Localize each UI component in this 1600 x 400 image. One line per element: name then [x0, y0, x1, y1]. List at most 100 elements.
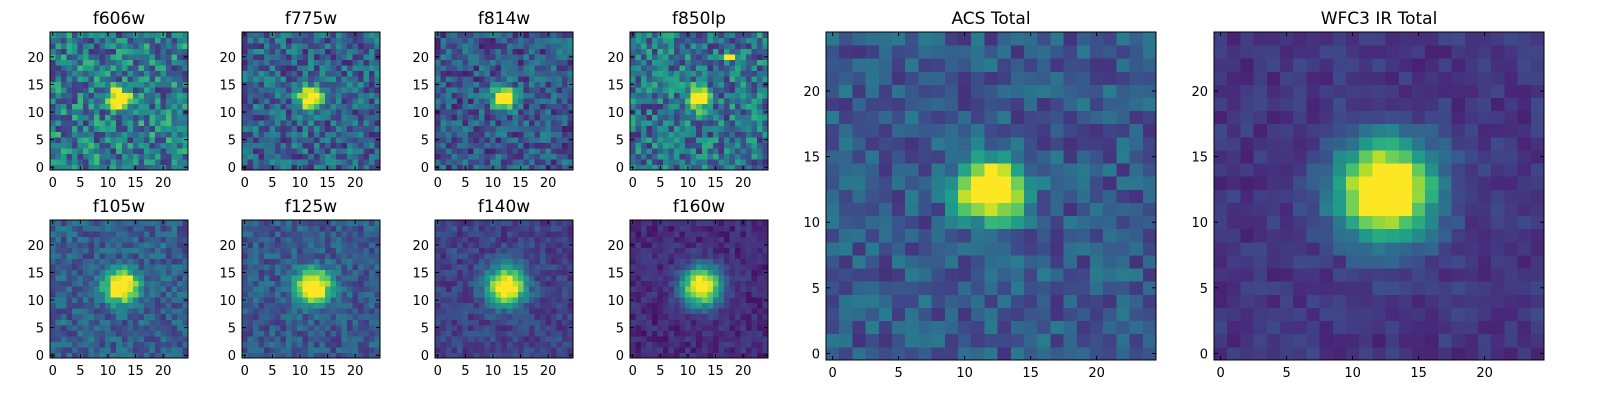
pixel-cell [132, 253, 139, 260]
panel-title: f606w [93, 9, 145, 29]
pixel-cell [668, 125, 675, 132]
pixel-cell [740, 43, 747, 49]
pixel-cell [165, 103, 172, 110]
pixel-cell [550, 147, 557, 154]
pixel-cell [154, 297, 161, 304]
pixel-cell [83, 324, 90, 331]
pixel-cell [550, 103, 557, 110]
pixel-cell [539, 87, 546, 94]
pixel-cell [105, 54, 112, 60]
pixel-cell [712, 308, 719, 315]
pixel-cell [517, 103, 524, 110]
pixel-cell [165, 87, 172, 94]
pixel-cell [363, 269, 370, 276]
pixel-cell [149, 43, 156, 49]
pixel-cell [641, 114, 647, 121]
pixel-cell [357, 103, 364, 110]
pixel-cell [484, 54, 491, 60]
pixel-cell [490, 103, 497, 110]
pixel-cell [94, 220, 101, 226]
pixel-cell [116, 324, 123, 331]
pixel-cell [258, 253, 265, 260]
pixel-cell [127, 236, 134, 243]
pixel-cell [484, 253, 491, 260]
pixel-cell [457, 103, 463, 110]
pixel-cell [495, 324, 502, 331]
pixel-cell [363, 335, 370, 342]
pixel-cell [539, 164, 546, 171]
pixel-cell [99, 319, 106, 326]
pixel-cell [280, 103, 287, 110]
pixel-cell [756, 341, 763, 348]
pixel-cell [685, 346, 692, 353]
pixel-cell [330, 98, 337, 105]
pixel-cell [94, 43, 101, 49]
pixel-cell [368, 164, 375, 171]
pixel-cell [143, 153, 150, 160]
pixel-cell [132, 43, 139, 49]
pixel-cell [269, 136, 276, 143]
pixel-cell [154, 109, 161, 116]
pixel-cell [690, 65, 697, 72]
pixel-cell [652, 76, 658, 83]
pixel-cell [707, 65, 714, 72]
pixel-cell [286, 308, 293, 315]
pixel-cell [657, 54, 664, 60]
pixel-cell [446, 153, 452, 160]
pixel-cell [712, 98, 719, 105]
pixel-cell [374, 76, 381, 83]
pixel-cell [352, 158, 359, 165]
pixel-cell [138, 269, 145, 276]
pixel-cell [269, 324, 276, 331]
pixel-cell [154, 48, 161, 55]
pixel-cell [363, 131, 370, 138]
pixel-cell [457, 253, 463, 260]
pixel-cell [674, 324, 681, 331]
pixel-cell [712, 37, 719, 44]
pixel-cell [701, 70, 708, 77]
pixel-cell [363, 70, 370, 77]
pixel-cell [668, 280, 675, 287]
pixel-cell [171, 98, 178, 105]
pixel-cell [657, 87, 664, 94]
pixel-cell [324, 253, 331, 260]
pixel-cell [457, 59, 463, 66]
pixel-cell [83, 346, 90, 353]
pixel-cell [506, 341, 513, 348]
y-tick-label: 5 [228, 134, 236, 149]
pixel-cell [501, 32, 508, 38]
pixel-cell [657, 48, 664, 55]
pixel-cell [501, 87, 508, 94]
pixel-cell [280, 236, 287, 243]
pixel-cell [718, 87, 725, 94]
pixel-cell [473, 231, 480, 237]
pixel-cell [302, 253, 309, 260]
pixel-cell [368, 291, 375, 298]
pixel-cell [668, 65, 675, 72]
pixel-cell [341, 81, 348, 88]
pixel-cell [253, 120, 259, 127]
pixel-cell [490, 87, 497, 94]
pixel-cell [646, 291, 653, 298]
pixel-cell [446, 92, 452, 99]
pixel-cell [528, 302, 535, 309]
pixel-cell [182, 87, 189, 94]
pixel-cell [729, 142, 736, 149]
pixel-cell [143, 225, 150, 232]
pixel-cell [83, 225, 90, 232]
pixel-cell [762, 37, 769, 44]
pixel-cell [368, 48, 375, 55]
pixel-cell [258, 136, 265, 143]
pixel-cell [357, 330, 364, 337]
pixel-cell [149, 264, 156, 271]
pixel-cell [247, 153, 254, 160]
pixel-cell [280, 319, 287, 326]
pixel-cell [762, 32, 769, 38]
pixel-cell [550, 142, 557, 149]
pixel-cell [313, 37, 320, 44]
pixel-cell [357, 65, 364, 72]
pixel-cell [352, 291, 359, 298]
pixel-cell [440, 352, 447, 359]
pixel-cell [143, 313, 150, 320]
pixel-cell [545, 302, 552, 309]
